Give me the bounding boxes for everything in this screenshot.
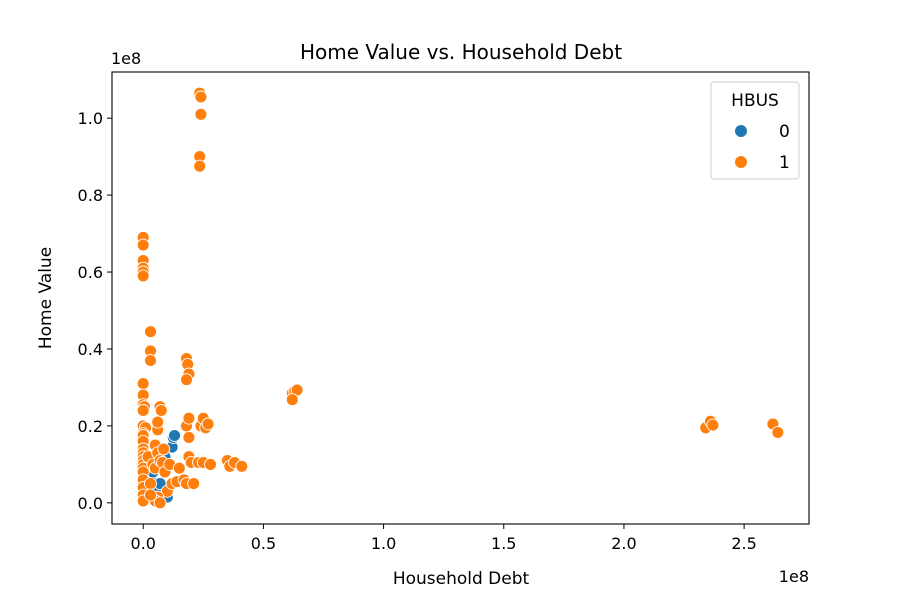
data-point-hbus-1	[136, 377, 150, 391]
data-point-hbus-1	[706, 418, 720, 432]
data-point-hbus-1	[194, 90, 208, 104]
data-point-hbus-1	[153, 496, 167, 510]
x-axis-offset-label: 1e8	[779, 567, 809, 586]
y-axis-ticks: 0.0 0.2 0.4 0.6 0.8 1.0	[78, 109, 112, 513]
y-axis-offset-label: 1e8	[111, 49, 141, 68]
y-tick-label: 0.8	[78, 186, 103, 205]
plot-frame	[111, 71, 810, 525]
data-point-hbus-1	[201, 417, 215, 431]
y-tick-label: 0.0	[78, 494, 103, 513]
data-point-hbus-1	[771, 425, 785, 439]
data-point-hbus-1	[144, 488, 157, 502]
data-point-hbus-1	[136, 269, 150, 283]
x-axis-label: Household Debt	[393, 569, 530, 589]
data-point-hbus-1	[136, 238, 150, 252]
data-point-hbus-1	[144, 325, 157, 339]
chart-title: Home Value vs. Household Debt	[300, 40, 622, 64]
y-tick-label: 1.0	[78, 109, 103, 128]
x-tick-label: 2.5	[731, 534, 756, 553]
x-axis-ticks: 0.0 0.5 1.0 1.5 2.0 2.5	[131, 524, 757, 553]
y-tick-label: 0.2	[78, 417, 103, 436]
plot-area	[112, 72, 809, 524]
data-point-hbus-1	[144, 354, 157, 367]
x-tick-label: 2.0	[611, 534, 636, 553]
y-tick-label: 0.6	[78, 263, 103, 282]
x-tick-label: 1.5	[491, 534, 516, 553]
x-tick-label: 1.0	[371, 534, 396, 553]
data-point-hbus-1	[154, 404, 168, 417]
points-layer	[136, 86, 785, 510]
data-point-hbus-1	[151, 415, 165, 429]
data-point-hbus-0	[168, 429, 181, 442]
data-point-hbus-1	[182, 411, 196, 425]
x-tick-label: 0.0	[131, 534, 156, 553]
data-point-hbus-1	[136, 404, 150, 417]
legend-label-0: 0	[779, 122, 790, 142]
data-point-hbus-1	[193, 159, 207, 173]
legend-label-1: 1	[779, 153, 790, 173]
legend-marker-1	[734, 155, 748, 169]
data-point-hbus-1	[187, 477, 201, 491]
data-point-hbus-1	[180, 373, 193, 387]
legend-marker-0	[734, 124, 748, 138]
data-point-hbus-1	[285, 393, 299, 407]
x-tick-label: 0.5	[251, 534, 276, 553]
y-axis-label: Home Value	[36, 247, 56, 349]
legend-title: HBUS	[731, 91, 779, 111]
data-point-hbus-1	[235, 459, 249, 473]
legend-box	[710, 81, 800, 180]
data-point-hbus-1	[182, 430, 196, 444]
data-point-hbus-1	[144, 477, 157, 491]
legend: HBUS 0 1	[710, 81, 800, 180]
data-point-hbus-1	[204, 457, 217, 471]
data-point-hbus-1	[157, 442, 171, 456]
y-tick-label: 0.4	[78, 340, 103, 359]
data-point-hbus-1	[172, 461, 186, 475]
data-point-hbus-1	[194, 107, 208, 121]
